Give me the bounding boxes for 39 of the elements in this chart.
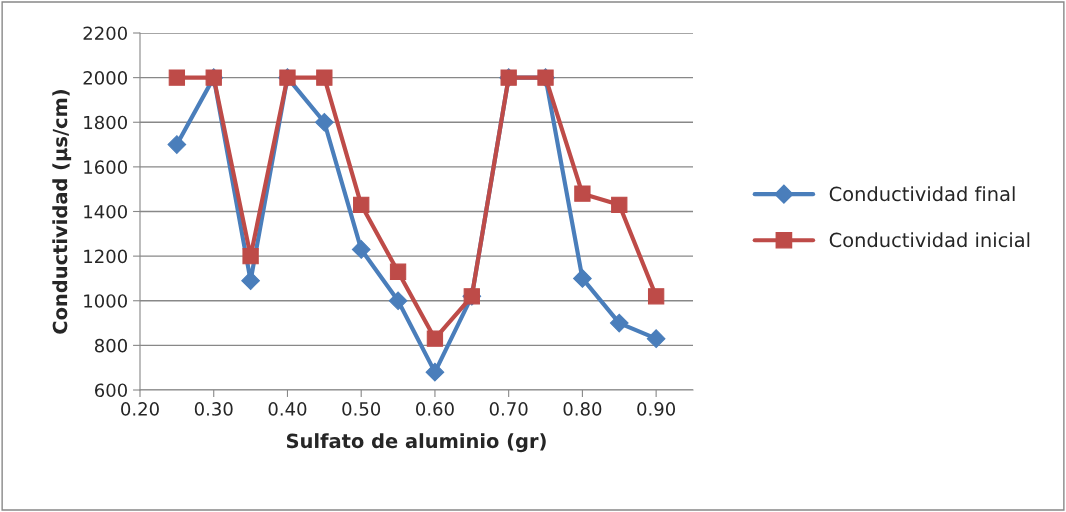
x-tick-label: 0.50 (342, 402, 381, 416)
point (647, 288, 665, 305)
y-tick-label: 2000 (83, 71, 127, 85)
point (388, 291, 408, 311)
point (167, 135, 187, 154)
point (168, 69, 186, 86)
y-tick-label: 600 (94, 383, 127, 398)
point (316, 69, 333, 86)
x-tick-label: 0.90 (637, 402, 676, 416)
point (425, 362, 445, 382)
x-tick-label: 0.80 (563, 402, 602, 416)
legend-label: Conductividad inicial (829, 232, 1030, 248)
y-tick-label: 1400 (84, 204, 127, 219)
y-tick-label: 800 (94, 338, 127, 353)
point (646, 329, 666, 349)
point (574, 185, 591, 202)
point (314, 112, 334, 132)
y-tick-label: 1800 (84, 115, 127, 130)
x-tick-label: 0.20 (121, 402, 159, 416)
x-tick-label: 0.60 (416, 402, 454, 416)
y-tick-label: 1600 (84, 160, 127, 174)
y-tick-label: 1000 (84, 294, 127, 308)
point (609, 313, 629, 333)
x-tick-label: 0.30 (194, 402, 233, 416)
point (573, 269, 592, 288)
y-axis-title: Conductividad (µs/cm) (52, 90, 72, 334)
y-tick-label: 2200 (83, 26, 127, 41)
point (353, 196, 370, 213)
x-tick-label: 0.70 (489, 402, 528, 416)
point (426, 330, 444, 347)
point (241, 271, 260, 291)
y-tick-label: 1200 (84, 249, 127, 264)
legend-label: Conductividad final (829, 186, 1015, 202)
point (389, 263, 407, 280)
x-axis-title: Sulfato de aluminio (gr) (286, 433, 546, 453)
point (351, 240, 371, 259)
x-tick-label: 0.40 (268, 402, 307, 416)
point (611, 196, 628, 213)
point (242, 247, 259, 265)
